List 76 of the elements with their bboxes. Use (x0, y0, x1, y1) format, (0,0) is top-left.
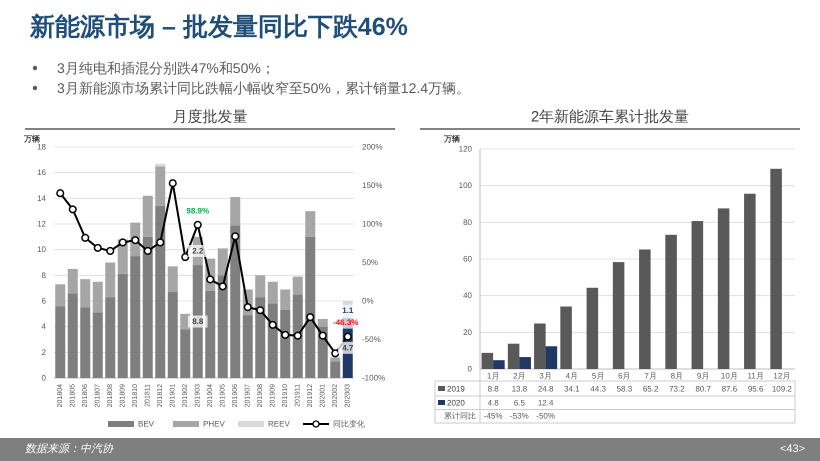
text: <43> (780, 443, 805, 455)
y2-tick-label: 50% (362, 258, 378, 267)
chart-title: 月度批发量 (172, 108, 248, 126)
y-tick-label: 0 (468, 364, 473, 374)
data-label: 2.2 (192, 246, 204, 256)
x-tick-label: 1月 (486, 372, 500, 380)
text: -45% (484, 412, 502, 420)
text: 新能源市场 – 批发量同比下跌46% (29, 13, 408, 41)
x-tick-label: 6月 (618, 372, 631, 380)
y-tick-label: 6 (42, 296, 47, 306)
y2-tick-label: 200% (362, 142, 382, 152)
y-tick-label: 40 (463, 291, 473, 300)
data-label: -46.3% (333, 318, 358, 328)
y-tick-label: 12 (37, 220, 47, 228)
data-label: 44.3 (590, 384, 606, 394)
data-label: 80.7 (695, 384, 712, 394)
x-tick-label: 12月 (773, 372, 790, 380)
data-label: 1.1 (342, 306, 354, 316)
legend-label: BEV (138, 420, 155, 428)
y2-tick-label: 0% (362, 296, 374, 306)
y-tick-label: 80 (463, 218, 473, 227)
x-tick-label: 9月 (696, 372, 710, 380)
text: 3月新能源市场累计同比跌幅小幅收窄至50%，累计销量12.4万辆。 (57, 80, 470, 96)
legend-label: REEV (268, 420, 290, 428)
y-tick-label: 16 (37, 168, 47, 178)
text: 3月纯电和插混分别跌47%和50%； (57, 60, 275, 76)
data-label: 95.6 (748, 384, 764, 394)
data-label: 24.8 (538, 384, 554, 394)
x-tick-label: 3月 (539, 372, 552, 380)
y-tick-label: 4 (42, 322, 47, 332)
x-tick-label: 2月 (513, 372, 526, 380)
x-tick-label: 8月 (670, 372, 684, 380)
legend-label: 2020 (447, 398, 466, 408)
data-label: 8.8 (488, 384, 500, 394)
y-tick-label: 14 (37, 194, 47, 203)
data-label: 8.8 (192, 317, 204, 326)
chart-title: 2年新能源车累计批发量 (530, 108, 690, 126)
y-tick-label: 0 (42, 374, 47, 382)
text: 累计同比 (444, 412, 476, 420)
text: -53% (510, 412, 529, 420)
data-label: 4.8 (488, 398, 500, 408)
x-tick-label: 11月 (747, 372, 764, 380)
data-label: 6.5 (514, 398, 526, 408)
legend-label: PHEV (203, 420, 226, 428)
data-label: 12.4 (538, 398, 554, 408)
y-tick-label: 20 (463, 328, 473, 337)
legend-label: 同比变化 (333, 420, 365, 428)
data-label: 98.9% (186, 206, 210, 216)
y-tick-label: 2 (42, 348, 47, 357)
data-label: 65.2 (642, 384, 659, 394)
data-label: 87.6 (722, 384, 738, 394)
data-label: 34.1 (564, 384, 580, 394)
data-label: 4.7 (342, 343, 354, 352)
y-tick-label: 120 (458, 144, 473, 154)
y2-tick-label: -100% (362, 374, 386, 382)
y-axis-title: 万辆 (443, 134, 460, 144)
y2-tick-label: 150% (362, 181, 382, 190)
text: -50% (536, 412, 555, 420)
data-label: 13.8 (512, 384, 528, 394)
y-tick-label: 10 (37, 245, 47, 254)
x-tick-label: 5月 (592, 372, 604, 380)
x-tick-label: 10月 (720, 372, 738, 380)
y2-tick-label: 100% (362, 220, 382, 228)
data-label: 58.3 (616, 384, 633, 394)
data-label: 109.2 (772, 384, 792, 394)
y-tick-label: 60 (463, 254, 473, 264)
y-tick-label: 18 (37, 142, 47, 152)
source-note: 数据来源：中汽协 (25, 442, 114, 455)
y-tick-label: 100 (458, 181, 473, 190)
y2-tick-label: -50% (362, 335, 381, 344)
y-tick-label: 8 (42, 270, 47, 280)
x-tick-label: 7月 (644, 372, 657, 380)
legend-label: 2019 (447, 384, 466, 394)
x-tick-label: 4月 (566, 372, 578, 380)
y-axis-title: 万辆 (23, 134, 40, 144)
data-label: 73.2 (669, 384, 686, 394)
